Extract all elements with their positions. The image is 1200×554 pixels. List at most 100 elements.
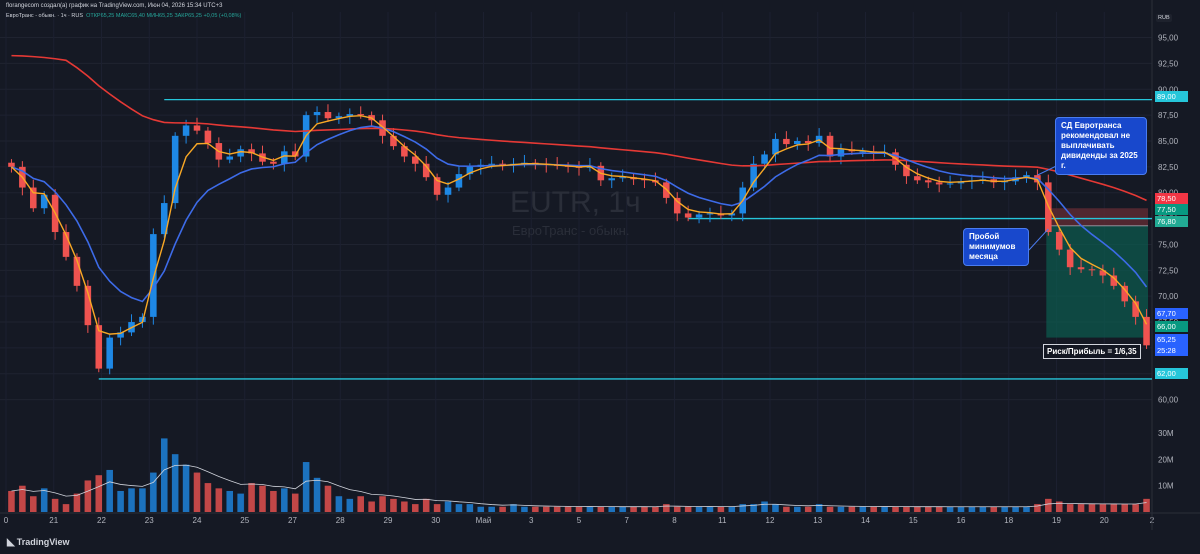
volume-bar	[1066, 504, 1074, 512]
callout-dividends[interactable]: СД Евротранса рекомендовал не выплачиват…	[1055, 117, 1147, 175]
volume-bar	[357, 496, 364, 512]
x-tick-label: 22	[97, 516, 106, 525]
volume-bar	[794, 506, 801, 512]
candle-body	[226, 156, 234, 160]
candle-body	[1143, 316, 1150, 346]
volume-bar	[630, 506, 637, 512]
volume-bar	[84, 480, 92, 512]
volume-bar	[291, 493, 299, 512]
candle-body	[466, 166, 474, 175]
candle-body	[935, 182, 943, 185]
creator-line: florangecom создал(а) график на TradingV…	[6, 3, 223, 9]
volume-bar	[466, 504, 474, 512]
volume-bar	[477, 506, 485, 512]
x-tick-label: 21	[49, 516, 58, 525]
symbol-legend[interactable]: ЕвроТранс - обыкн. · 1ч · RUS ОТКР65,25 …	[6, 13, 241, 19]
volume-bar	[1077, 504, 1085, 512]
candle-body	[171, 135, 179, 204]
stop-loss-zone	[1046, 208, 1148, 226]
candle-body	[903, 164, 910, 177]
y-tick-label: 82,50	[1158, 163, 1179, 172]
volume-bar	[139, 488, 146, 512]
volume-bar	[215, 488, 223, 512]
x-tick-label: 29	[384, 516, 393, 525]
volume-bar	[270, 490, 277, 512]
volume-bar	[62, 504, 70, 512]
volume-bar	[761, 501, 768, 512]
volume-bar	[1001, 506, 1008, 512]
volume-bar	[51, 498, 59, 512]
candle-body	[1099, 270, 1107, 276]
tradingview-logo[interactable]: ◣ TradingView	[7, 537, 70, 548]
volume-bar	[783, 506, 790, 512]
candle-body	[204, 130, 212, 144]
volume-bar	[368, 501, 375, 512]
candle-body	[422, 163, 430, 178]
volume-bar	[968, 506, 976, 512]
price-tag: 66,00	[1155, 321, 1188, 332]
volume-bar	[772, 504, 779, 512]
volume-bar	[313, 477, 321, 512]
ma-fast-line	[10, 115, 1148, 335]
candle-body	[62, 232, 70, 257]
volume-bar	[1132, 504, 1139, 512]
candle-body	[1023, 175, 1030, 178]
x-tick-label: 23	[145, 516, 154, 525]
x-tick-label: 14	[861, 516, 870, 525]
candle-body	[1121, 285, 1128, 302]
candle-body	[1066, 249, 1074, 268]
volume-bar	[706, 506, 714, 512]
volume-bar	[226, 490, 234, 512]
volume-bar	[848, 506, 856, 512]
volume-bar	[1099, 504, 1107, 512]
volume-bar	[641, 506, 648, 512]
volume-bar	[957, 506, 965, 512]
candle-body	[488, 163, 495, 165]
volume-bar	[717, 506, 725, 512]
volume-bar	[837, 506, 845, 512]
volume-bar	[248, 483, 255, 512]
volume-bar	[95, 475, 103, 512]
volume-bar	[673, 506, 681, 512]
volume-bar	[542, 506, 550, 512]
candle-body	[84, 285, 92, 326]
volume-bar	[433, 504, 441, 512]
x-tick-label: 18	[1004, 516, 1013, 525]
y-tick-label: 92,50	[1158, 59, 1179, 68]
volume-bar	[575, 506, 583, 512]
currency-badge[interactable]: RUB	[1156, 14, 1172, 22]
x-tick-label: 20	[1100, 516, 1109, 525]
ma-slow-line	[11, 54, 1147, 202]
risk-reward-label[interactable]: Риск/Прибыль = 1/6,35	[1043, 344, 1141, 359]
x-tick-label: 3	[529, 516, 534, 525]
volume-bar	[903, 506, 910, 512]
y-tick-label: 85,00	[1158, 137, 1179, 146]
volume-bar	[532, 506, 539, 512]
volume-bar	[914, 506, 921, 512]
volume-bar	[422, 498, 430, 512]
x-tick-label: 30	[431, 516, 440, 525]
x-tick-label: 0	[4, 516, 9, 525]
volume-bar	[281, 488, 288, 512]
volume-bar	[870, 506, 877, 512]
candle-body	[783, 138, 790, 145]
volume-bar	[815, 504, 823, 512]
volume-bar	[586, 506, 594, 512]
callout-breakdown[interactable]: Пробой минимумов месяца	[963, 228, 1029, 266]
volume-bar	[346, 498, 354, 512]
volume-bar	[608, 506, 616, 512]
volume-bar	[160, 438, 168, 512]
y-tick-label: 75,00	[1158, 240, 1179, 249]
symbol-name[interactable]: ЕвроТранс - обыкн. · 1ч · RUS	[6, 13, 83, 19]
candle-body	[106, 337, 113, 369]
volume-bar	[935, 506, 943, 512]
volume-bar	[182, 464, 190, 512]
x-tick-label: 24	[193, 516, 202, 525]
candle-body	[8, 162, 15, 167]
candle-body	[30, 187, 37, 209]
y-tick-label: 95,00	[1158, 34, 1179, 43]
candle-body	[1077, 267, 1085, 270]
candle-body	[761, 154, 768, 164]
candle-body	[182, 125, 190, 136]
